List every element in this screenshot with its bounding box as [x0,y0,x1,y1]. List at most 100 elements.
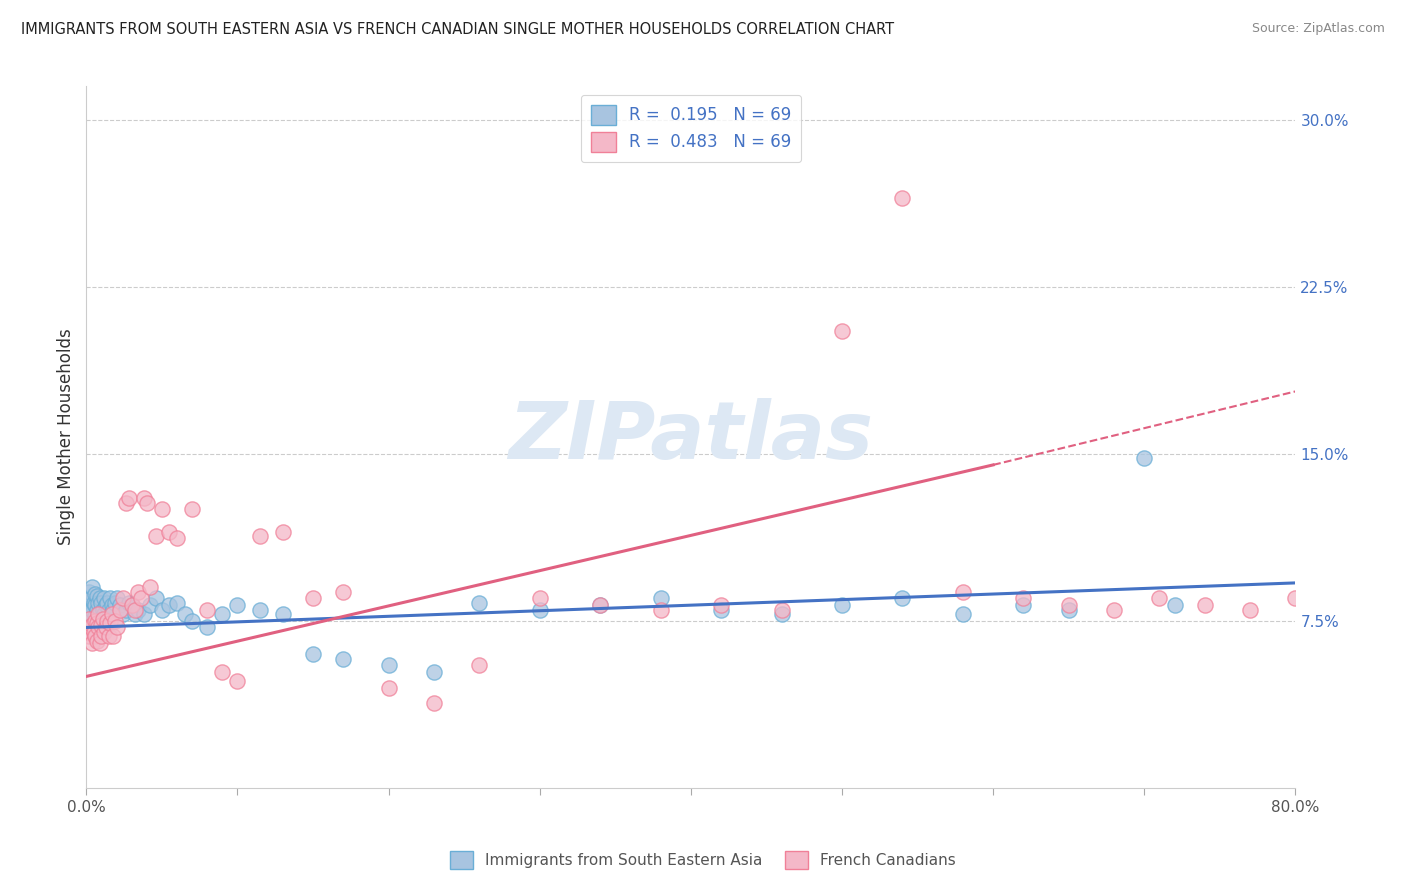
Point [173,607,195,621]
Point [139,598,162,612]
Point [105,620,128,634]
Point [105,591,128,606]
Point [87,620,110,634]
Point [1102,602,1125,616]
Point [1133,451,1156,466]
Y-axis label: Single Mother Households: Single Mother Households [58,328,75,545]
Point [423,696,446,710]
Text: ZIPatlas: ZIPatlas [509,398,873,476]
Point [90,596,112,610]
Point [80,607,103,621]
Point [96,596,118,610]
Point [90,618,112,632]
Point [211,607,233,621]
Point [150,602,173,616]
Point [1315,598,1337,612]
Point [89,636,111,650]
Point [80,620,103,634]
Point [82,618,104,632]
Point [332,651,354,665]
Point [271,524,294,539]
Point [589,598,612,612]
Point [87,614,110,628]
Point [93,624,115,639]
Point [891,191,914,205]
Point [97,602,120,616]
Point [423,665,446,679]
Point [139,580,162,594]
Point [79,629,101,643]
Point [249,529,271,543]
Point [93,591,115,606]
Point [91,602,114,616]
Point [86,602,108,616]
Point [82,636,104,650]
Point [226,598,249,612]
Point [181,502,204,516]
Legend: R =  0.195   N = 69, R =  0.483   N = 69: R = 0.195 N = 69, R = 0.483 N = 69 [581,95,801,162]
Point [121,598,143,612]
Point [82,580,104,594]
Point [76,598,98,612]
Point [249,602,271,616]
Point [831,598,853,612]
Point [91,611,114,625]
Point [377,681,399,695]
Point [302,647,325,661]
Point [79,611,101,625]
Point [1149,591,1171,606]
Point [468,596,491,610]
Point [650,591,672,606]
Point [114,496,136,510]
Point [117,491,139,506]
Point [83,596,105,610]
Point [97,629,120,643]
Point [302,591,325,606]
Text: Source: ZipAtlas.com: Source: ZipAtlas.com [1251,22,1385,36]
Point [84,598,107,612]
Point [195,602,218,616]
Point [1194,598,1216,612]
Point [468,658,491,673]
Point [529,591,551,606]
Point [83,615,105,630]
Point [1057,598,1080,612]
Point [181,614,204,628]
Point [589,598,612,612]
Point [166,596,188,610]
Point [89,591,111,606]
Point [1239,602,1261,616]
Point [770,607,793,621]
Point [89,605,111,619]
Point [93,607,115,621]
Point [831,324,853,338]
Point [377,658,399,673]
Point [87,596,110,610]
Point [132,491,155,506]
Point [124,602,146,616]
Point [104,614,127,628]
Point [84,609,107,624]
Point [83,624,105,639]
Point [90,629,112,643]
Point [157,524,180,539]
Point [1163,598,1185,612]
Point [132,607,155,621]
Point [86,615,108,630]
Point [84,614,107,628]
Point [1284,591,1306,606]
Point [114,602,136,616]
Point [100,615,122,630]
Point [211,665,233,679]
Point [111,607,134,621]
Point [135,496,157,510]
Point [111,591,134,606]
Point [82,602,104,616]
Point [101,607,124,621]
Point [96,614,118,628]
Point [80,624,103,639]
Point [80,591,103,606]
Point [87,607,110,621]
Point [332,584,354,599]
Point [127,584,149,599]
